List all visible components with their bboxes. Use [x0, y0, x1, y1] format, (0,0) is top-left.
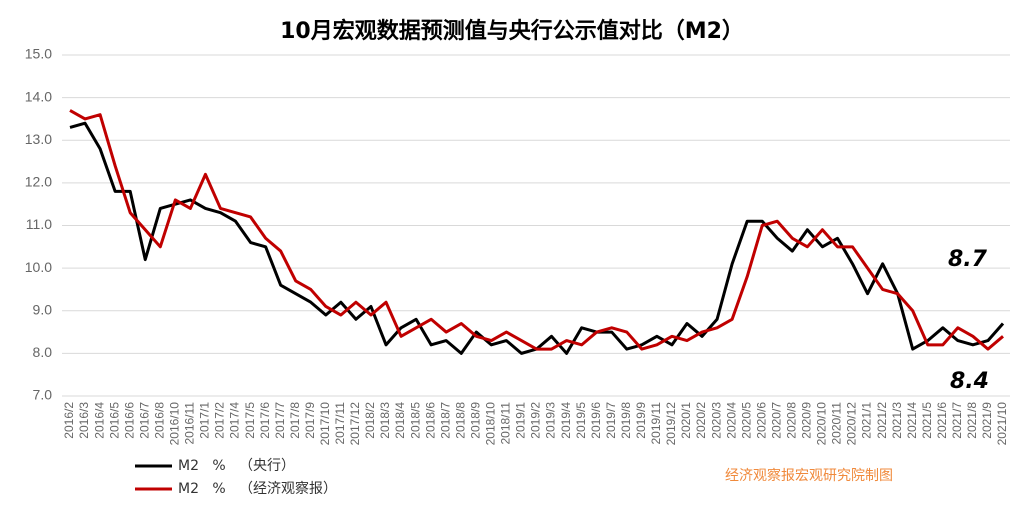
x-tick-label: 2020/12: [845, 402, 859, 446]
x-tick-label: 2020/6: [754, 402, 768, 439]
x-tick-label: 2018/3: [378, 402, 392, 439]
x-tick-label: 2018/2: [363, 402, 377, 439]
x-tick-label: 2018/7: [438, 402, 452, 439]
x-tick-label: 2016/6: [122, 402, 136, 439]
x-tick-label: 2016/8: [152, 402, 166, 439]
chart-title: 10月宏观数据预测值与央行公示值对比（M2）: [280, 18, 744, 44]
x-tick-label: 2019/2: [529, 402, 543, 439]
x-tick-label: 2019/12: [664, 402, 678, 446]
x-tick-label: 2018/9: [468, 402, 482, 439]
y-tick-label: 11.0: [26, 216, 52, 232]
x-tick-label: 2016/3: [77, 402, 91, 439]
y-tick-label: 7.0: [33, 387, 53, 403]
x-tick-label: 2019/9: [634, 402, 648, 439]
x-tick-label: 2021/1: [860, 402, 874, 439]
x-tick-label: 2016/7: [137, 402, 151, 439]
x-tick-label: 2018/8: [453, 402, 467, 439]
x-tick-label: 2019/7: [604, 402, 618, 439]
x-tick-label: 2017/12: [348, 402, 362, 446]
x-tick-label: 2020/9: [800, 402, 814, 439]
x-tick-label: 2021/9: [980, 402, 994, 439]
x-tick-label: 2016/5: [107, 402, 121, 439]
x-tick-label: 2019/4: [559, 402, 573, 439]
legend-label: M2 % （经济观察报）: [178, 480, 337, 497]
x-tick-label: 2017/10: [318, 402, 332, 446]
x-tick-label: 2017/5: [243, 402, 257, 439]
x-tick-label: 2018/6: [423, 402, 437, 439]
series-line: [69, 109, 1004, 351]
x-tick-label: 2019/3: [544, 402, 558, 439]
x-tick-label: 2016/10: [168, 402, 182, 446]
source-note: 经济观察报宏观研究院制图: [725, 467, 893, 484]
y-tick-label: 8.0: [33, 344, 53, 360]
legend-label: M2 % （央行）: [178, 458, 295, 474]
x-tick-label: 2020/2: [694, 402, 708, 439]
x-tick-label: 2017/4: [228, 402, 242, 439]
x-tick-label: 2018/5: [408, 402, 422, 439]
x-tick-label: 2021/4: [905, 402, 919, 439]
x-tick-label: 2020/11: [830, 402, 844, 445]
x-tick-label: 2020/8: [784, 402, 798, 439]
x-tick-label: 2021/2: [875, 402, 889, 439]
x-tick-label: 2018/4: [393, 402, 407, 439]
x-tick-label: 2017/7: [273, 402, 287, 439]
x-tick-label: 2017/2: [213, 402, 227, 439]
y-tick-label: 12.0: [25, 174, 52, 190]
x-tick-label: 2017/8: [288, 402, 302, 439]
x-tick-label: 2018/10: [484, 402, 498, 446]
x-tick-label: 2018/11: [499, 402, 513, 445]
x-tick-label: 2017/6: [258, 402, 272, 439]
annotation: 8.4: [950, 369, 989, 394]
y-tick-label: 9.0: [33, 301, 53, 317]
x-tick-label: 2020/10: [815, 402, 829, 446]
y-tick-label: 15.0: [25, 46, 52, 62]
x-tick-label: 2016/4: [92, 402, 106, 439]
x-tick-label: 2021/7: [950, 402, 964, 439]
x-tick-label: 2020/5: [739, 402, 753, 439]
x-tick-label: 2021/8: [965, 402, 979, 439]
x-tick-label: 2021/5: [920, 402, 934, 439]
x-tick-label: 2017/11: [333, 402, 347, 445]
y-tick-label: 13.0: [25, 131, 52, 147]
y-tick-label: 10.0: [25, 259, 52, 275]
x-tick-label: 2019/1: [514, 402, 528, 439]
series-line: [69, 121, 1005, 355]
y-tick-label: 14.0: [25, 88, 52, 104]
x-tick-label: 2019/11: [649, 402, 663, 445]
x-tick-label: 2020/3: [709, 402, 723, 439]
x-tick-label: 2017/1: [198, 402, 212, 439]
x-tick-label: 2019/5: [574, 402, 588, 439]
x-tick-label: 2020/7: [769, 402, 783, 439]
x-tick-label: 2016/11: [183, 402, 197, 445]
x-tick-label: 2019/8: [619, 402, 633, 439]
x-tick-label: 2021/6: [935, 402, 949, 439]
x-tick-label: 2020/1: [679, 402, 693, 439]
x-tick-label: 2016/2: [62, 402, 76, 439]
x-tick-label: 2019/6: [589, 402, 603, 439]
x-tick-label: 2020/4: [724, 402, 738, 439]
x-tick-label: 2017/9: [303, 402, 317, 439]
x-tick-label: 2021/10: [995, 402, 1009, 446]
x-tick-label: 2021/3: [890, 402, 904, 439]
